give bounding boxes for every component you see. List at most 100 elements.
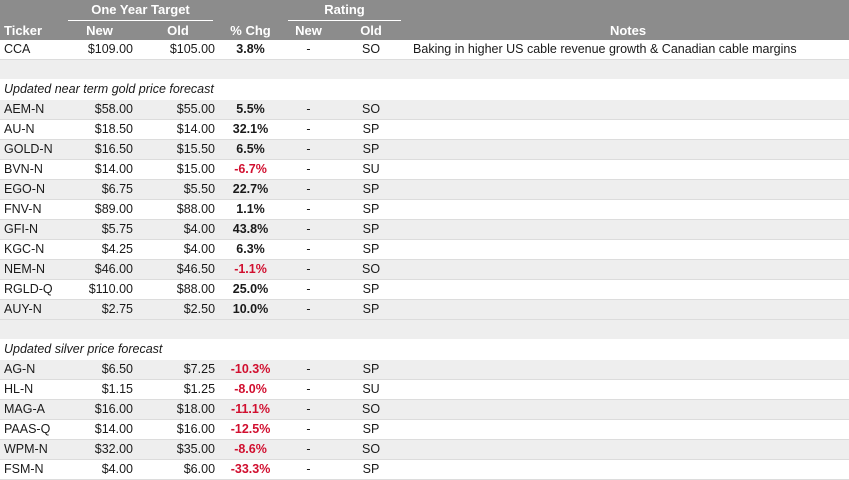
target-old-cell: $88.00 [137,279,220,300]
table-row: MAG-A $16.00 $18.00 -11.1% - SO [0,399,849,420]
notes-cell [407,139,849,160]
pct-chg-cell: 3.8% [219,40,283,60]
ticker-cell: NEM-N [0,259,62,280]
target-new-cell: $6.50 [62,359,137,380]
notes-cell [407,179,849,200]
rating-old-cell: SO [335,40,408,60]
rating-old-cell: SP [335,219,408,240]
rating-new-cell: - [282,99,336,120]
spacer-cell [0,319,849,340]
rating-old-cell: SP [335,279,408,300]
pct-chg-cell: -10.3% [219,359,283,380]
rating-old-cell: SO [335,99,408,120]
table-row: HL-N $1.15 $1.25 -8.0% - SU [0,379,849,400]
notes-cell [407,299,849,320]
pct-chg-cell: 25.0% [219,279,283,300]
target-old-cell: $105.00 [137,40,220,60]
target-new-cell: $109.00 [62,40,137,60]
rating-old-cell: SU [335,379,408,400]
pct-chg-cell: -33.3% [219,459,283,480]
table-row: EGO-N $6.75 $5.50 22.7% - SP [0,179,849,200]
table-row: KGC-N $4.25 $4.00 6.3% - SP [0,239,849,260]
target-old-cell: $2.50 [137,299,220,320]
notes-cell [407,279,849,300]
rating-old-cell: SP [335,199,408,220]
notes-cell [407,379,849,400]
ticker-cell: FSM-N [0,459,62,480]
header-spacer [407,0,849,21]
col-notes: Notes [407,21,849,40]
notes-cell [407,119,849,140]
ticker-cell: PAAS-Q [0,419,62,440]
target-new-cell: $16.00 [62,399,137,420]
ticker-cell: AU-N [0,119,62,140]
rating-old-cell: SP [335,299,408,320]
pct-chg-cell: 6.3% [219,239,283,260]
group-rating: Rating [282,0,408,21]
pct-chg-cell: -12.5% [219,419,283,440]
header-spacer [219,0,283,21]
target-old-cell: $88.00 [137,199,220,220]
rating-new-cell: - [282,119,336,140]
target-new-cell: $46.00 [62,259,137,280]
target-old-cell: $4.00 [137,239,220,260]
notes-cell [407,419,849,440]
ticker-cell: BVN-N [0,159,62,180]
header-spacer [0,0,62,21]
pct-chg-cell: -1.1% [219,259,283,280]
target-old-cell: $7.25 [137,359,220,380]
table-row: CCA $109.00 $105.00 3.8% - SO Baking in higher… [0,40,849,60]
ticker-cell: RGLD-Q [0,279,62,300]
table-row: FSM-N $4.00 $6.00 -33.3% - SP [0,459,849,480]
section-title: Updated silver price forecast [0,339,849,360]
ticker-cell: CCA [0,40,62,60]
rating-old-cell: SP [335,239,408,260]
pct-chg-cell: 22.7% [219,179,283,200]
spacer-row [0,59,849,80]
rating-old-cell: SO [335,439,408,460]
table-row: WPM-N $32.00 $35.00 -8.6% - SO [0,439,849,460]
rating-new-cell: - [282,40,336,60]
ticker-cell: GOLD-N [0,139,62,160]
spacer-row [0,319,849,340]
target-old-cell: $55.00 [137,99,220,120]
notes-cell [407,459,849,480]
table-row: PAAS-Q $14.00 $16.00 -12.5% - SP [0,419,849,440]
pct-chg-cell: -11.1% [219,399,283,420]
target-old-cell: $18.00 [137,399,220,420]
table-row: FNV-N $89.00 $88.00 1.1% - SP [0,199,849,220]
rating-new-cell: - [282,159,336,180]
rating-new-cell: - [282,239,336,260]
col-rating-new: New [282,21,336,40]
col-ticker: Ticker [0,21,62,40]
ticker-cell: AEM-N [0,99,62,120]
target-new-cell: $2.75 [62,299,137,320]
rating-old-cell: SO [335,399,408,420]
col-target-old: Old [137,21,220,40]
notes-cell [407,439,849,460]
notes-cell: Baking in higher US cable revenue growth… [407,40,849,60]
rating-old-cell: SP [335,139,408,160]
group-one-year-target: One Year Target [62,0,220,21]
ticker-cell: MAG-A [0,399,62,420]
rating-new-cell: - [282,419,336,440]
target-old-cell: $46.50 [137,259,220,280]
ticker-cell: AUY-N [0,299,62,320]
pct-chg-cell: 10.0% [219,299,283,320]
notes-cell [407,159,849,180]
ticker-cell: GFI-N [0,219,62,240]
rating-old-cell: SP [335,179,408,200]
rating-new-cell: - [282,219,336,240]
target-new-cell: $4.25 [62,239,137,260]
notes-cell [407,219,849,240]
pct-chg-cell: -8.0% [219,379,283,400]
target-old-cell: $15.50 [137,139,220,160]
target-new-cell: $18.50 [62,119,137,140]
table-body: CCA $109.00 $105.00 3.8% - SO Baking in higher… [0,40,849,480]
table-row: NEM-N $46.00 $46.50 -1.1% - SO [0,259,849,280]
table-row: GOLD-N $16.50 $15.50 6.5% - SP [0,139,849,160]
rating-old-cell: SP [335,359,408,380]
pct-chg-cell: -6.7% [219,159,283,180]
ticker-cell: WPM-N [0,439,62,460]
